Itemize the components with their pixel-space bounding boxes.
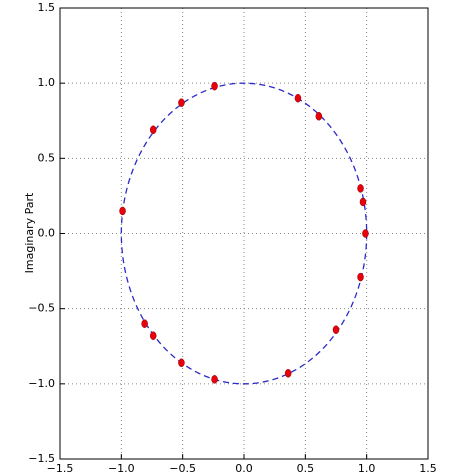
- point: [294, 93, 302, 103]
- point: [178, 98, 185, 107]
- point: [178, 358, 185, 368]
- x-tick-label: 1.5: [419, 462, 437, 474]
- point: [362, 229, 369, 238]
- x-tick-label: −0.5: [169, 462, 196, 474]
- point: [211, 375, 218, 384]
- point: [119, 206, 126, 216]
- y-tick-label: 0.5: [38, 151, 56, 164]
- y-tick-label: −1.5: [28, 452, 55, 465]
- point: [357, 184, 364, 193]
- x-tick-label: 1.0: [358, 462, 376, 474]
- y-tick-label: 1.5: [38, 1, 56, 14]
- point: [359, 197, 367, 207]
- y-tick-label: 1.0: [38, 76, 56, 89]
- x-tick-label: −1.5: [47, 462, 74, 474]
- point: [357, 272, 364, 282]
- x-tick-label: 0.5: [297, 462, 315, 474]
- point: [211, 81, 218, 91]
- point: [315, 111, 323, 121]
- x-tick-label: −1.0: [108, 462, 135, 474]
- point: [149, 331, 157, 340]
- point: [332, 325, 340, 334]
- point: [141, 319, 148, 328]
- y-tick-label: −0.5: [28, 302, 55, 315]
- point: [284, 369, 292, 378]
- y-axis-label: Imaginary Part: [23, 192, 36, 273]
- y-tick-label: 0.0: [38, 227, 56, 240]
- point: [149, 125, 157, 135]
- plot-frame: [59, 7, 429, 460]
- y-tick-label: −1.0: [28, 377, 55, 390]
- x-tick-label: 0.0: [235, 462, 253, 474]
